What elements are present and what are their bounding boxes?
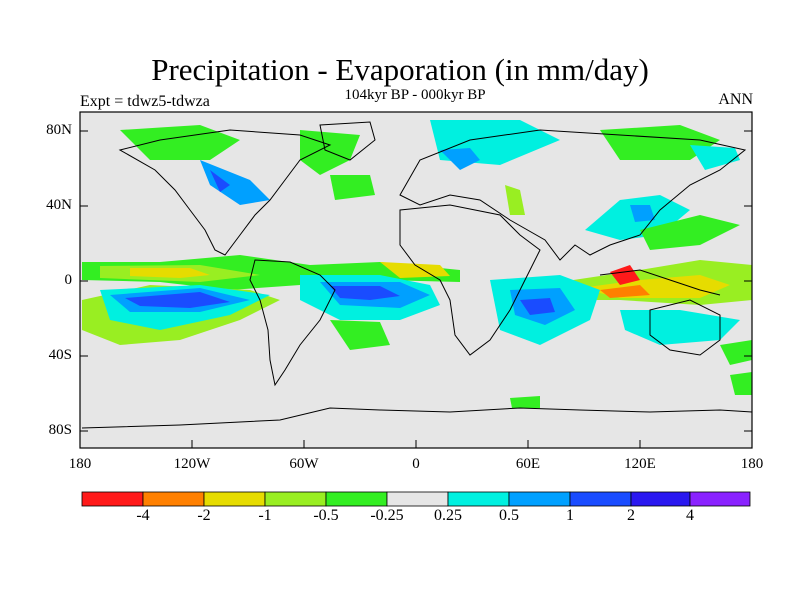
anomaly-patch: [210, 170, 230, 192]
anomaly-patch: [330, 286, 400, 300]
x-label-120w: 120W: [173, 456, 211, 472]
anomaly-patch: [82, 255, 460, 290]
anomaly-patch: [630, 205, 655, 222]
anomaly-patch: [720, 340, 752, 365]
australia-outline: [649, 299, 721, 356]
colorbar-label: 1: [566, 507, 574, 524]
anomaly-patch: [505, 185, 525, 215]
experiment-label: Expt = tdwz5-tdwza: [80, 93, 210, 110]
colorbar-box: [447, 491, 510, 507]
colorbar-label: -1: [258, 507, 272, 524]
colorbar-box: [630, 491, 691, 507]
colorbar-box: [689, 491, 751, 507]
x-label-0: 0: [412, 456, 420, 472]
colorbar-label: -0.5: [313, 507, 339, 524]
x-label-180w: 180: [68, 456, 92, 472]
anomaly-patch: [690, 145, 740, 170]
anomaly-patch: [330, 320, 390, 350]
colorbar-label: 0.25: [434, 507, 462, 524]
south-america-outline: [249, 259, 336, 387]
colorbar: [81, 491, 751, 507]
africa-outline: [399, 204, 541, 356]
north-america-outline: [118, 129, 332, 256]
anomaly-patch: [130, 268, 210, 278]
anomaly-patch: [520, 298, 555, 315]
chart-title: Precipitation - Evaporation (in mm/day): [151, 52, 649, 87]
anomaly-patch: [600, 285, 650, 298]
colorbar-label: -2: [197, 507, 211, 524]
indonesia-outline: [599, 269, 721, 296]
anomaly-patch: [440, 148, 480, 170]
colorbar-box: [142, 491, 205, 507]
anomaly-patch: [730, 372, 752, 395]
colorbar-box: [325, 491, 388, 507]
colorbar-label: 4: [686, 507, 694, 524]
anomaly-patch: [125, 292, 230, 308]
colorbar-box: [81, 491, 144, 507]
colorbar-box: [264, 491, 327, 507]
anomaly-patch: [600, 125, 720, 160]
coastlines: [81, 121, 753, 429]
anomaly-patch: [510, 396, 540, 408]
anomaly-patch: [380, 262, 450, 278]
anomaly-patch: [640, 215, 740, 250]
greenland-outline: [319, 121, 376, 161]
chart-subtitle: 104kyr BP - 000kyr BP: [344, 87, 486, 103]
anomaly-patch: [330, 175, 375, 200]
colorbar-box: [386, 491, 449, 507]
anomaly-patch: [120, 125, 240, 160]
y-label-80n: 80N: [46, 122, 72, 138]
season-label: ANN: [718, 91, 753, 108]
y-label-40s: 40S: [48, 347, 72, 363]
y-label-80s: 80S: [48, 422, 72, 438]
colorbar-label: -0.25: [370, 507, 404, 524]
anomaly-field: [82, 120, 752, 408]
colorbar-label: -4: [136, 507, 150, 524]
x-label-180e: 180: [740, 456, 764, 472]
colorbar-box: [203, 491, 266, 507]
x-axis-ticks: [191, 440, 641, 448]
y-label-40n: 40N: [46, 197, 72, 213]
x-label-60e: 60E: [515, 456, 541, 472]
colorbar-box: [508, 491, 571, 507]
colorbar-box: [569, 491, 632, 507]
colorbar-label: 0.5: [499, 507, 519, 524]
eurasia-outline: [399, 129, 747, 261]
antarctica-outline: [81, 407, 753, 429]
anomaly-patch: [610, 265, 640, 285]
anomaly-patch: [200, 160, 270, 205]
y-label-0: 0: [64, 272, 73, 288]
x-label-60w: 60W: [289, 456, 319, 472]
y-axis-ticks: [80, 130, 752, 432]
colorbar-label: 2: [627, 507, 635, 524]
x-label-120e: 120E: [624, 456, 656, 472]
